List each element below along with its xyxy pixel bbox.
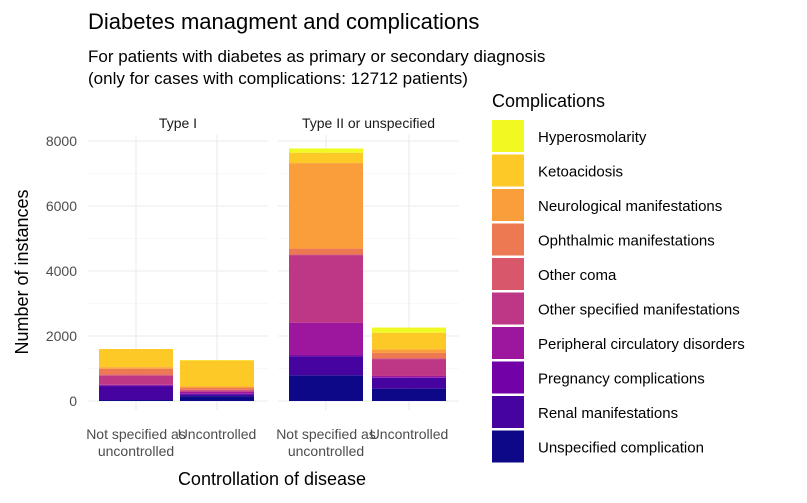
bar-segment-type-ii-or-unspecified-uncontrolled-peripheral-circulatory-disorders [372, 376, 446, 377]
legend-item-hyperosmolarity: Hyperosmolarity [492, 120, 647, 152]
bar-segment-type-ii-or-unspecified-uncontrolled-renal-manifestations [372, 378, 446, 389]
y-tick-label: 2000 [46, 328, 77, 344]
bar-segment-type-ii-or-unspecified-uncontrolled-other-coma [372, 358, 446, 359]
legend-label: Ketoacidosis [538, 164, 623, 181]
x-tick-label: Uncontrolled [178, 426, 257, 442]
x-tick-label: Not specified as [86, 426, 186, 442]
legend-label: Pregnancy complications [538, 371, 705, 388]
bar-segment-type-ii-or-unspecified-uncontrolled-ketoacidosis [372, 333, 446, 350]
bar-segment-type-i-uncontrolled-ketoacidosis [180, 360, 254, 386]
x-tick-label: uncontrolled [288, 443, 364, 459]
legend-key [492, 327, 524, 359]
legend-label: Neurological manifestations [538, 198, 722, 215]
bar-segment-type-ii-or-unspecified-not-specified-as-uncontrolled-unspecified-complication [289, 375, 363, 401]
plot-panels: Type I Type II or unspecified [88, 115, 459, 410]
panel-type-ii-or-unspecified: Type II or unspecified [278, 115, 459, 410]
bar-segment-type-ii-or-unspecified-not-specified-as-uncontrolled-peripheral-circulatory-disorders [289, 323, 363, 356]
legend-key [492, 258, 524, 290]
chart-subtitle-line-2: (only for cases with complications: 1271… [88, 69, 468, 88]
y-axis-title: Number of instances [12, 189, 32, 354]
x-tick-label: Uncontrolled [370, 426, 449, 442]
bar-segment-type-i-not-specified-as-uncontrolled-peripheral-circulatory-disorders [99, 385, 173, 386]
bar-segment-type-ii-or-unspecified-not-specified-as-uncontrolled-ketoacidosis [289, 153, 363, 163]
legend-item-unspecified-complication: Unspecified complication [492, 431, 704, 463]
legend-item-ketoacidosis: Ketoacidosis [492, 155, 623, 187]
legend: Complications Hyperosmolarity Ketoacidosi… [492, 91, 745, 463]
bar-segment-type-i-uncontrolled-peripheral-circulatory-disorders [180, 392, 254, 394]
facet-label-type-i: Type I [159, 115, 197, 131]
bar-segment-type-i-uncontrolled-unspecified-complication [180, 396, 254, 401]
bar-segment-type-i-not-specified-as-uncontrolled-pregnancy-complications [99, 385, 173, 386]
legend-key [492, 189, 524, 221]
bar-segment-type-i-not-specified-as-uncontrolled-other-coma [99, 374, 173, 375]
legend-item-pregnancy-complications: Pregnancy complications [492, 362, 705, 394]
bar-segment-type-i-uncontrolled-renal-manifestations [180, 394, 254, 396]
bar-segment-type-i-uncontrolled-neurological-manifestations [180, 386, 254, 388]
legend-key [492, 396, 524, 428]
legend-label: Hyperosmolarity [538, 129, 647, 146]
y-tick-label: 4000 [46, 263, 77, 279]
bar-segment-type-i-not-specified-as-uncontrolled-renal-manifestations [99, 386, 173, 400]
legend-item-other-coma: Other coma [492, 258, 617, 290]
panel-type-i: Type I [88, 115, 268, 410]
chart-subtitle-line-1: For patients with diabetes as primary or… [88, 47, 545, 66]
bar-segment-type-i-not-specified-as-uncontrolled-unspecified-complication [99, 400, 173, 401]
bar-segment-type-i-not-specified-as-uncontrolled-ketoacidosis [99, 349, 173, 367]
y-tick-label: 6000 [46, 198, 77, 214]
bar-segment-type-ii-or-unspecified-uncontrolled-pregnancy-complications [372, 377, 446, 378]
legend-item-ophthalmic-manifestations: Ophthalmic manifestations [492, 224, 715, 256]
legend-label: Peripheral circulatory disorders [538, 336, 745, 353]
bar-segment-type-i-not-specified-as-uncontrolled-neurological-manifestations [99, 367, 173, 369]
bar-segment-type-i-not-specified-as-uncontrolled-ophthalmic-manifestations [99, 369, 173, 375]
legend-item-other-specified-manifestations: Other specified manifestations [492, 293, 740, 325]
legend-key [492, 224, 524, 256]
y-tick-label: 8000 [46, 133, 77, 149]
bar-segment-type-ii-or-unspecified-uncontrolled-unspecified-complication [372, 389, 446, 401]
legend-key [492, 431, 524, 463]
legend-label: Ophthalmic manifestations [538, 233, 715, 250]
legend-item-renal-manifestations: Renal manifestations [492, 396, 678, 428]
bar-segment-type-ii-or-unspecified-not-specified-as-uncontrolled-ophthalmic-manifestations [289, 249, 363, 255]
bar-segment-type-ii-or-unspecified-not-specified-as-uncontrolled-hyperosmolarity [289, 148, 363, 152]
legend-item-peripheral-circulatory-disorders: Peripheral circulatory disorders [492, 327, 745, 359]
legend-label: Renal manifestations [538, 405, 678, 422]
bar-segment-type-ii-or-unspecified-not-specified-as-uncontrolled-pregnancy-complications [289, 356, 363, 357]
legend-label: Other coma [538, 267, 617, 284]
bar-segment-type-ii-or-unspecified-not-specified-as-uncontrolled-renal-manifestations [289, 356, 363, 375]
legend-label: Other specified manifestations [538, 302, 740, 319]
legend-item-neurological-manifestations: Neurological manifestations [492, 189, 722, 221]
bar-segment-type-ii-or-unspecified-uncontrolled-other-specified-manifestations [372, 359, 446, 376]
legend-title: Complications [492, 91, 605, 111]
y-tick-label: 0 [69, 393, 77, 409]
x-tick-label: Not specified as [276, 426, 376, 442]
bar-segment-type-i-uncontrolled-ophthalmic-manifestations [180, 388, 254, 390]
legend-key [492, 155, 524, 187]
bar-segment-type-ii-or-unspecified-not-specified-as-uncontrolled-other-coma [289, 254, 363, 255]
x-tick-label: uncontrolled [98, 443, 174, 459]
legend-key [492, 362, 524, 394]
bar-segment-type-i-not-specified-as-uncontrolled-other-specified-manifestations [99, 376, 173, 385]
bar-segment-type-ii-or-unspecified-uncontrolled-hyperosmolarity [372, 328, 446, 333]
bar-segment-type-ii-or-unspecified-uncontrolled-ophthalmic-manifestations [372, 353, 446, 358]
bar-segment-type-i-uncontrolled-other-specified-manifestations [180, 390, 254, 392]
legend-key [492, 120, 524, 152]
facet-label-type-ii-or-unspecified: Type II or unspecified [302, 115, 435, 131]
legend-label: Unspecified complication [538, 440, 704, 457]
bar-segment-type-ii-or-unspecified-uncontrolled-neurological-manifestations [372, 349, 446, 353]
bar-segment-type-ii-or-unspecified-not-specified-as-uncontrolled-neurological-manifestations [289, 163, 363, 248]
x-axis: Not specified asuncontrolledUncontrolled… [86, 426, 448, 459]
y-axis: 0 2000 4000 6000 8000 [46, 133, 77, 409]
bar-segment-type-ii-or-unspecified-not-specified-as-uncontrolled-other-specified-manifestations [289, 255, 363, 323]
legend-key [492, 293, 524, 325]
chart-title: Diabetes managment and complications [88, 9, 479, 34]
x-axis-title: Controllation of disease [178, 469, 366, 489]
